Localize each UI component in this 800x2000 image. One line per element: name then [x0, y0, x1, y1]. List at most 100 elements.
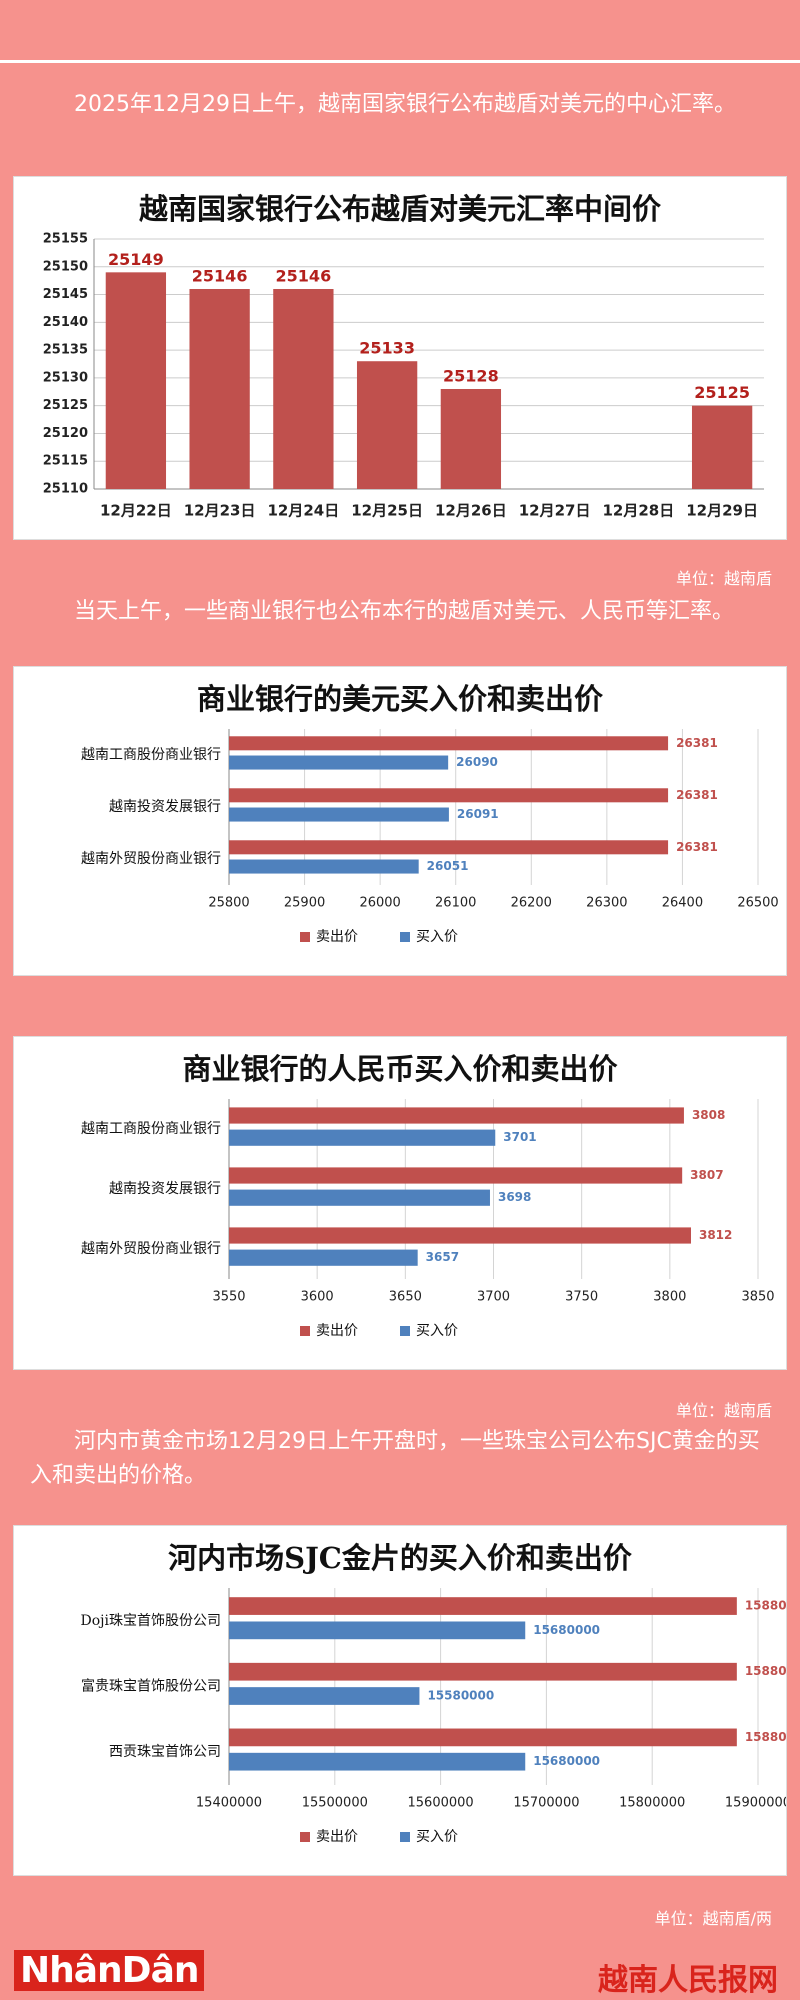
- y-tick-label: 越南投资发展银行: [109, 799, 221, 815]
- y-tick-label: 越南外贸股份商业银行: [81, 851, 221, 867]
- chart: 河内市场SJC金片的买入价和卖出价 15400000 15500000 1560000…: [81, 1541, 800, 1845]
- y-tick-label: 25120: [43, 426, 88, 441]
- x-tick-label: 3650: [389, 1290, 422, 1305]
- y-tick-label: 越南工商股份商业银行: [81, 1121, 221, 1137]
- bar: [229, 1107, 684, 1124]
- unit-note: 单位：越南盾: [675, 1401, 772, 1420]
- chart-title: 商业银行的人民币买入价和卖出价: [182, 1052, 618, 1086]
- x-tick-label: 25800: [208, 896, 249, 911]
- legend-label: 卖出价: [316, 1323, 358, 1339]
- chart-box: 越南国家银行公布越盾对美元汇率中间价 25110 25115 25120 25125 25…: [13, 176, 787, 540]
- x-tick-label: 15500000: [302, 1796, 368, 1811]
- logo: NhânDân: [14, 1950, 205, 1991]
- bar: [229, 788, 669, 803]
- y-tick-label: 西贡珠宝首饰公司: [109, 1744, 221, 1760]
- x-tick-label: 12月24日: [268, 502, 340, 520]
- y-tick-label: 25155: [43, 232, 88, 247]
- y-tick-label: 25110: [43, 482, 88, 497]
- x-tick-label: 3850: [741, 1290, 774, 1305]
- bar: [229, 755, 449, 770]
- bar: [229, 1129, 496, 1146]
- x-tick-label: 12月23日: [184, 502, 256, 520]
- x-tick-label: 3700: [477, 1290, 510, 1305]
- legend-marker: [400, 1326, 410, 1336]
- value-label: 26381: [676, 840, 718, 854]
- value-label: 26091: [457, 807, 499, 821]
- bar: [105, 272, 167, 489]
- paragraph: 2025年12月29日上午，越南国家银行公布越盾对美元的中心汇率。: [74, 92, 736, 117]
- legend-label: 卖出价: [316, 929, 358, 945]
- paragraph: 当天上午，一些商业银行也公布本行的越盾对美元、人民币等汇率。: [74, 599, 735, 624]
- y-tick-label: 25150: [43, 259, 88, 274]
- chart-title: 越南国家银行公布越盾对美元汇率中间价: [139, 192, 662, 226]
- bar: [229, 1687, 420, 1705]
- chart-box: 河内市场SJC金片的买入价和卖出价 15400000 15500000 1560000…: [13, 1525, 800, 1876]
- y-tick-label: 25145: [43, 287, 88, 302]
- legend-label: 买入价: [416, 929, 458, 945]
- y-tick-label: Doji珠宝首饰股份公司: [81, 1613, 221, 1629]
- chart-box: 商业银行的人民币买入价和卖出价 3550 3600 3650 3700 3750 3800 3…: [13, 1036, 787, 1370]
- bar: [229, 1227, 691, 1244]
- bar: [229, 736, 669, 751]
- bar: [691, 405, 753, 489]
- value-label: 25146: [192, 267, 248, 286]
- value-label: 25128: [443, 367, 499, 386]
- chart-title: 商业银行的美元买入价和卖出价: [197, 682, 604, 716]
- value-label: 3807: [690, 1168, 723, 1182]
- x-tick-label: 12月25日: [351, 502, 423, 520]
- bar: [229, 840, 669, 855]
- x-tick-label: 12月26日: [435, 502, 507, 520]
- bar: [229, 859, 419, 874]
- bar: [229, 807, 449, 822]
- x-tick-label: 26300: [586, 896, 627, 911]
- y-tick-label: 25135: [43, 343, 88, 358]
- x-tick-label: 15600000: [408, 1796, 474, 1811]
- value-label: 25125: [694, 383, 750, 402]
- x-tick-label: 26200: [511, 896, 552, 911]
- value-label: 3808: [692, 1108, 725, 1122]
- y-tick-label: 25130: [43, 370, 88, 385]
- x-tick-label: 15800000: [619, 1796, 685, 1811]
- legend-marker: [300, 1832, 310, 1842]
- x-tick-label: 25900: [284, 896, 325, 911]
- bar: [229, 1597, 737, 1615]
- legend-marker: [300, 932, 310, 942]
- value-label: 15680000: [533, 1623, 600, 1637]
- chart-box: 商业银行的美元买入价和卖出价 25800 25900 26000 26100 26200 2…: [13, 666, 787, 976]
- value-label: 15680000: [533, 1754, 600, 1768]
- chart: 商业银行的美元买入价和卖出价 25800 25900 26000 26100 26200 2…: [81, 682, 779, 945]
- value-label: 15580000: [427, 1689, 494, 1703]
- value-label: 15880000: [745, 1599, 786, 1613]
- value-label: 26381: [676, 788, 718, 802]
- bar: [189, 289, 250, 489]
- x-tick-label: 12月27日: [519, 502, 591, 520]
- x-tick-label: 15400000: [196, 1796, 262, 1811]
- x-tick-label: 26400: [662, 896, 703, 911]
- x-tick-label: 15900000: [725, 1796, 786, 1811]
- y-tick-label: 富贵珠宝首饰股份公司: [81, 1678, 221, 1695]
- legend-label: 买入价: [416, 1829, 458, 1845]
- bar: [273, 289, 334, 489]
- bar: [440, 389, 502, 489]
- value-label: 15880000: [745, 1664, 786, 1678]
- bar: [229, 1189, 490, 1206]
- logo: 越南人民报网: [598, 1963, 778, 1998]
- unit-note: 单位：越南盾/两: [654, 1909, 772, 1928]
- y-tick-label: 越南外贸股份商业银行: [81, 1241, 221, 1257]
- legend-marker: [300, 1326, 310, 1336]
- x-tick-label: 12月29日: [686, 502, 758, 520]
- bar: [229, 1752, 526, 1771]
- x-tick-label: 3600: [301, 1290, 334, 1305]
- x-tick-label: 12月28日: [603, 502, 675, 520]
- unit-note: 单位：越南盾: [675, 569, 772, 588]
- y-tick-label: 25125: [43, 398, 88, 413]
- x-tick-label: 26000: [359, 896, 400, 911]
- legend-marker: [400, 1832, 410, 1842]
- y-tick-label: 25140: [43, 315, 88, 330]
- x-tick-label: 15700000: [513, 1796, 579, 1811]
- value-label: 26090: [456, 755, 498, 769]
- bar: [229, 1249, 418, 1266]
- legend-label: 买入价: [416, 1323, 458, 1339]
- bar: [229, 1662, 737, 1681]
